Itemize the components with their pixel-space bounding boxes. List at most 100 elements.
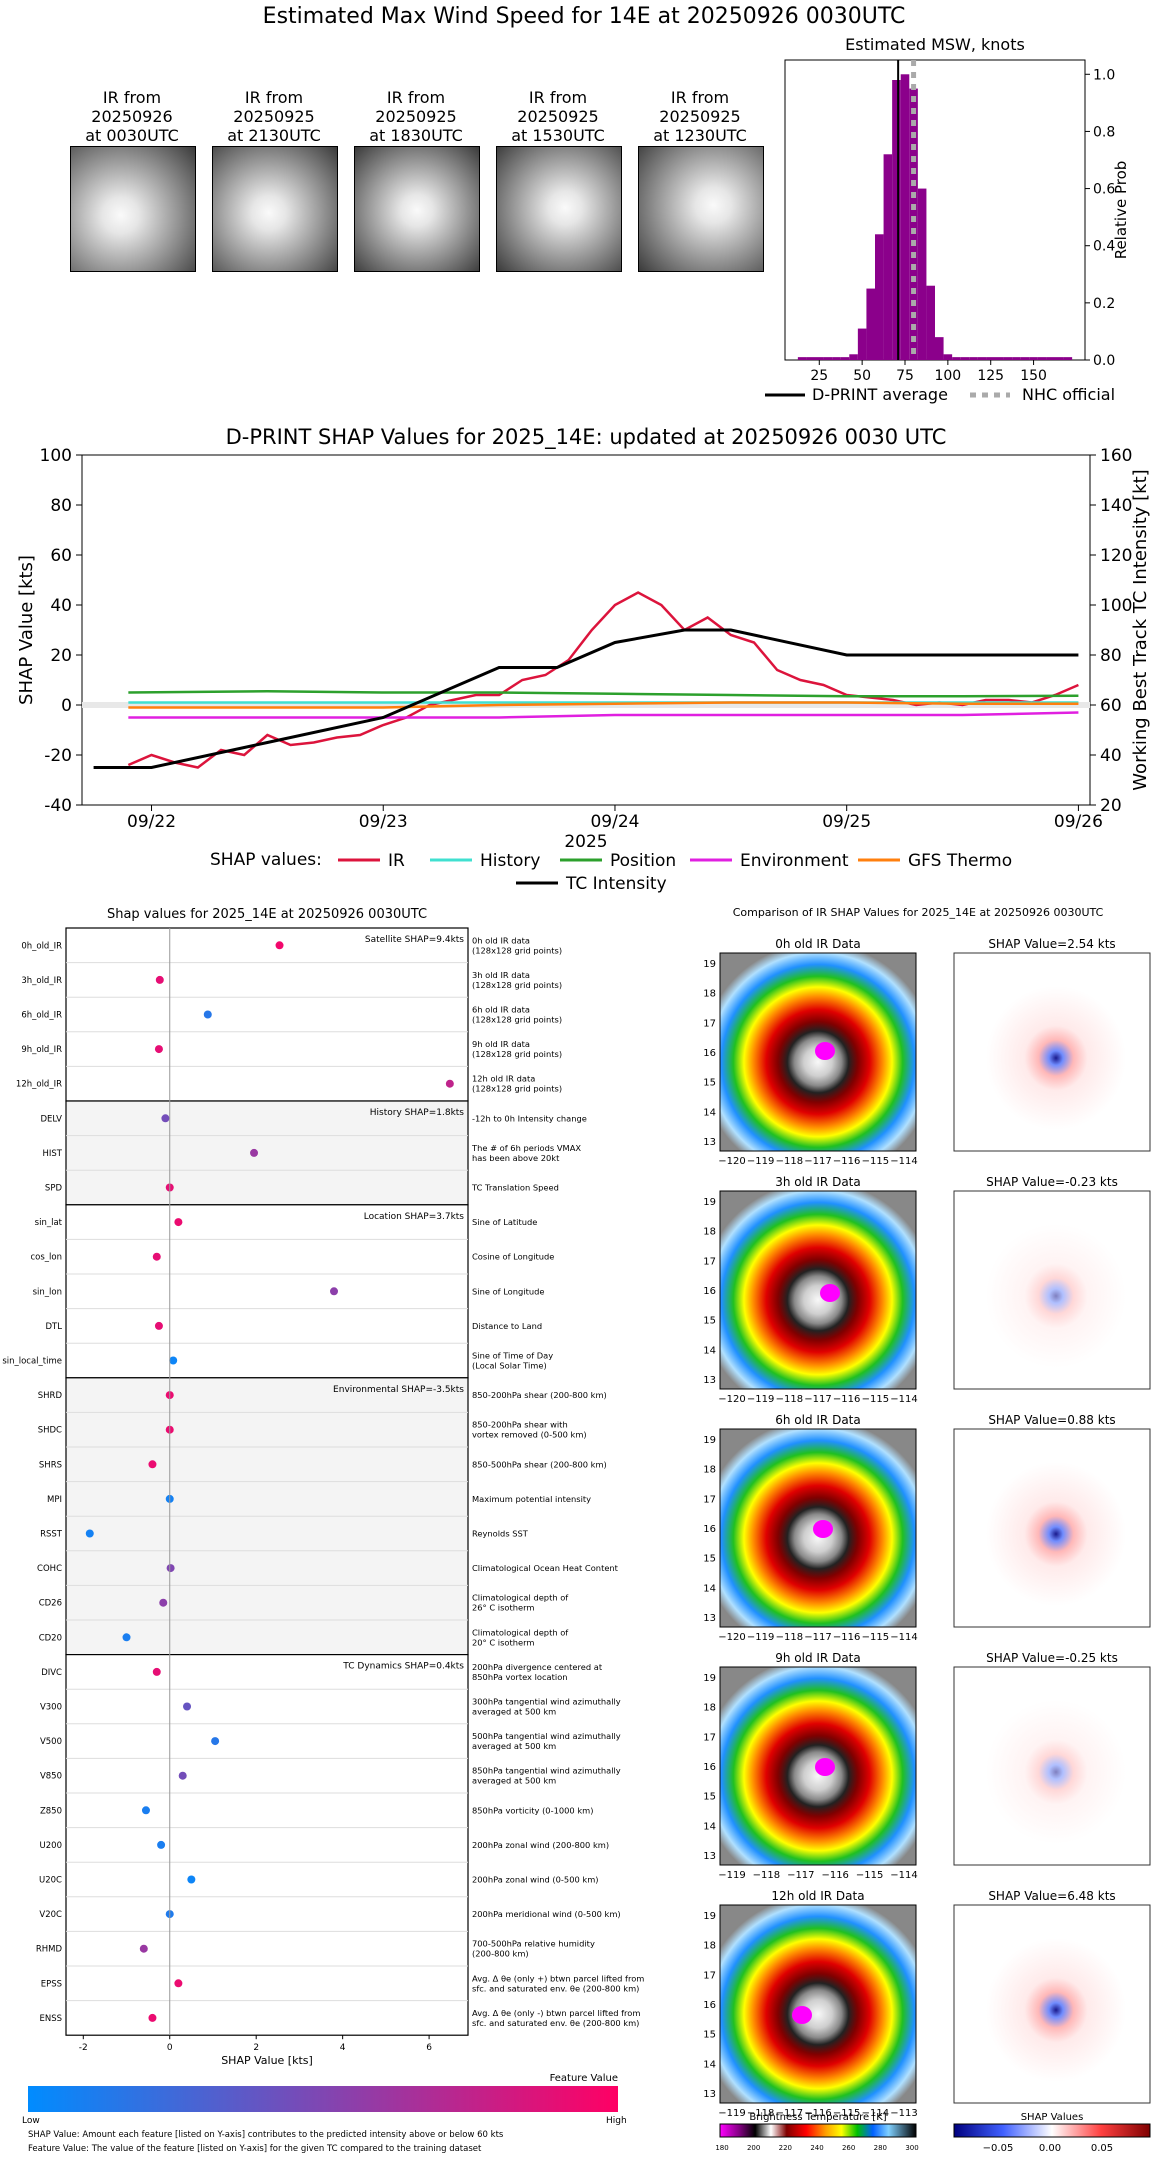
legend-label: Environment [740,851,849,871]
feature-name: RSST [40,1530,63,1540]
feature-description: vortex removed (0-500 km) [472,1430,587,1440]
lon-tick-label: −116 [833,1632,860,1643]
lat-tick-label: 15 [703,1792,716,1803]
shap-panel-title: SHAP Value=0.88 kts [988,1413,1115,1427]
feature-group-label: Environmental SHAP=-3.5kts [333,1385,464,1395]
lat-tick-label: 16 [703,2000,716,2011]
lat-tick-label: 17 [703,1970,716,1981]
histogram-title: Estimated MSW, knots [845,35,1025,54]
legend-label: Position [610,851,676,871]
legend-nhc-label: NHC official [1022,385,1115,404]
shap-colorbar-title: SHAP Values [1021,2112,1084,2123]
feature-name: 3h_old_IR [21,976,62,986]
timeseries-ytick-right-label: 140 [1100,496,1132,516]
lat-tick-label: 16 [703,1286,716,1297]
feature-shap-point [250,1148,259,1157]
feature-group-box [65,1100,469,1206]
bt-tick-label: 180 [715,2144,728,2152]
shap-panel-title: SHAP Value=-0.23 kts [986,1175,1118,1189]
feature-xtick-label: -2 [79,2043,88,2053]
lon-tick-label: −117 [804,1632,831,1643]
lon-tick-label: −116 [804,2108,831,2119]
timeseries-ytick-right-label: 120 [1100,546,1132,566]
histogram-bar [986,357,995,360]
feature-description: 26° C isotherm [472,1603,534,1613]
feature-description: 850hPa vortex location [472,1672,568,1682]
feature-name: COHC [37,1564,62,1574]
lon-tick-label: −116 [833,1156,860,1167]
thumbnail-title: IR from 20250925 at 1830UTC [346,88,486,145]
feature-shap-point [155,975,164,984]
lon-tick-label: −114 [862,2108,889,2119]
feature-shap-point [154,1045,163,1054]
thumbnail-title-line: 20250925 [233,107,315,126]
timeseries-xtick-label: 09/26 [1054,812,1103,832]
timeseries-xtick-label: 09/22 [127,812,176,832]
shap-panel-image [986,1700,1126,1844]
colorbar-high-label: High [606,2116,627,2126]
histogram-bar [917,188,927,360]
histogram-bar [1046,357,1055,360]
legend-label: GFS Thermo [908,851,1012,871]
feature-shap-point [187,1875,196,1884]
histogram-bar [1037,357,1047,360]
feature-shap-point [161,1114,170,1123]
ir-shap-comparison: Comparison of IR SHAP Values for 2025_14… [703,906,1151,2154]
bt-tick-label: 240 [810,2144,823,2152]
bt-colorbar [719,2123,917,2138]
ir-thumbnail-image [496,146,622,272]
lat-tick-label: 19 [703,1673,716,1684]
feature-name: sin_lat [35,1218,63,1228]
lat-tick-label: 14 [703,1345,716,1356]
lon-tick-label: −120 [718,1156,745,1167]
legend-label: TC Intensity [565,874,667,894]
timeseries-ytick-label: -40 [44,796,72,816]
shap-timeseries-chart: D-PRINT SHAP Values for 2025_14E: update… [16,425,1151,894]
bt-tick-label: 260 [842,2144,855,2152]
feature-xtick-label: 2 [253,2043,259,2053]
ir-panel-title: 0h old IR Data [775,937,861,951]
feature-name: V20C [39,1910,62,1920]
series-line-tc-intensity [93,628,1079,769]
feature-name: 6h_old_IR [21,1011,62,1021]
ir-panel-title: 6h old IR Data [775,1413,861,1427]
feature-description: Avg. Δ θe (only +) btwn parcel lifted fr… [472,1973,644,1983]
timeseries-xtick-label: 09/24 [590,812,639,832]
feature-shap-point [183,1702,192,1711]
feature-name: DTL [46,1322,63,1332]
histogram-bar [806,357,815,360]
histogram-bar [1020,357,1030,360]
cold-cloud-top-patch [815,1758,835,1776]
feature-description: (128x128 grid points) [472,1015,562,1025]
msw-histogram: Estimated MSW, knots 25 50 75 100 125 150 0.0 0.… [765,35,1130,404]
feature-description: The # of 6h periods VMAX [471,1143,581,1153]
timeseries-ytick-right-label: 80 [1100,646,1122,666]
feature-shap-point [139,1944,148,1953]
feature-description: -12h to 0h Intensity change [472,1113,587,1123]
lat-tick-label: 13 [703,1375,716,1386]
feature-description: 12h old IR data [472,1074,535,1084]
histogram-xtick-label: 50 [853,368,871,384]
feature-shap-point [157,1840,166,1849]
legend-label: History [480,851,540,871]
page-title: Estimated Max Wind Speed for 14E at 2025… [262,4,906,29]
lat-tick-label: 19 [703,1435,716,1446]
histogram-ytick-label: 0.8 [1093,124,1115,140]
ir-panel-title: 3h old IR Data [775,1175,861,1189]
lat-tick-label: 14 [703,1821,716,1832]
timeseries-ytick-label: 20 [50,646,72,666]
feature-shap-point [152,1252,161,1261]
histogram-xtick-label: 100 [934,368,961,384]
feature-description: Climatological depth of [472,1627,569,1637]
bt-colorbar-title: Brightness Temperature [K] [749,2112,886,2123]
feature-description: sfc. and saturated env. θe (200-800 km) [472,2018,639,2028]
thumbnail-title: IR from 20250926 at 0030UTC [62,88,202,145]
feature-shap-point [275,941,284,950]
feature-description: 20° C isotherm [472,1637,534,1647]
lon-tick-label: −115 [862,1156,889,1167]
feature-description: Reynolds SST [472,1529,529,1539]
bt-tick-label: 200 [747,2144,760,2152]
lon-tick-label: −117 [804,1394,831,1405]
lon-tick-label: −118 [747,2108,774,2119]
thumbnail-title-line: IR from [244,88,304,107]
